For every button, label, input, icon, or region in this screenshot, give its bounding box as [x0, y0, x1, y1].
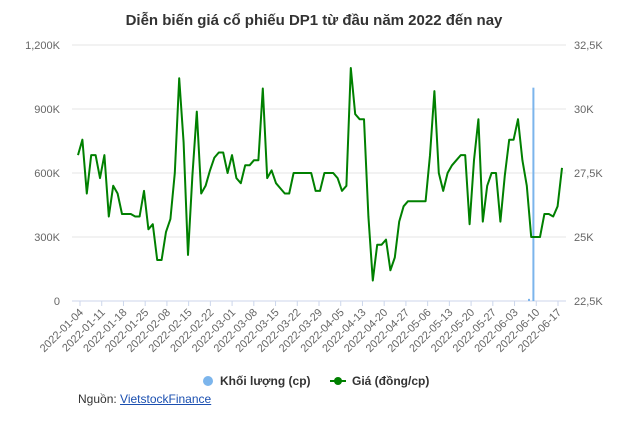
- x-axis-dates: 2022-01-042022-01-112022-01-182022-01-25…: [38, 301, 564, 355]
- chart-title: Diễn biến giá cổ phiếu DP1 từ đầu năm 20…: [126, 12, 503, 29]
- right-tick-label: 30K: [574, 104, 594, 116]
- left-tick-label: 600K: [34, 168, 60, 180]
- left-tick-label: 300K: [34, 232, 60, 244]
- legend: Khối lượng (cp) Giá (đồng/cp): [203, 374, 429, 388]
- left-axis-volume: 0 300K 600K 900K 1,200K: [25, 40, 61, 308]
- source-note: Nguồn: VietstockFinance: [78, 392, 211, 406]
- right-axis-price: 22,5K 25K 27,5K 30K 32,5K: [574, 40, 603, 308]
- volume-bar: [528, 298, 530, 301]
- right-tick-label: 22,5K: [574, 296, 603, 308]
- left-tick-label: 0: [54, 296, 60, 308]
- price-series-line: [77, 67, 563, 282]
- source-link[interactable]: VietstockFinance: [120, 392, 212, 406]
- legend-price-marker: [334, 377, 342, 385]
- volume-bars: [528, 87, 535, 302]
- left-tick-label: 1,200K: [25, 40, 61, 52]
- price-line: [77, 67, 563, 282]
- right-tick-label: 25K: [574, 232, 594, 244]
- legend-volume-label: Khối lượng (cp): [220, 374, 311, 388]
- left-tick-label: 900K: [34, 104, 60, 116]
- right-tick-label: 32,5K: [574, 40, 603, 52]
- source-prefix: Nguồn:: [78, 392, 121, 406]
- right-tick-label: 27,5K: [574, 168, 603, 180]
- legend-volume-marker: [203, 376, 213, 386]
- volume-bar: [532, 87, 535, 302]
- legend-item-volume[interactable]: Khối lượng (cp): [203, 374, 311, 388]
- legend-price-label: Giá (đồng/cp): [352, 374, 429, 388]
- legend-item-price[interactable]: Giá (đồng/cp): [330, 374, 429, 388]
